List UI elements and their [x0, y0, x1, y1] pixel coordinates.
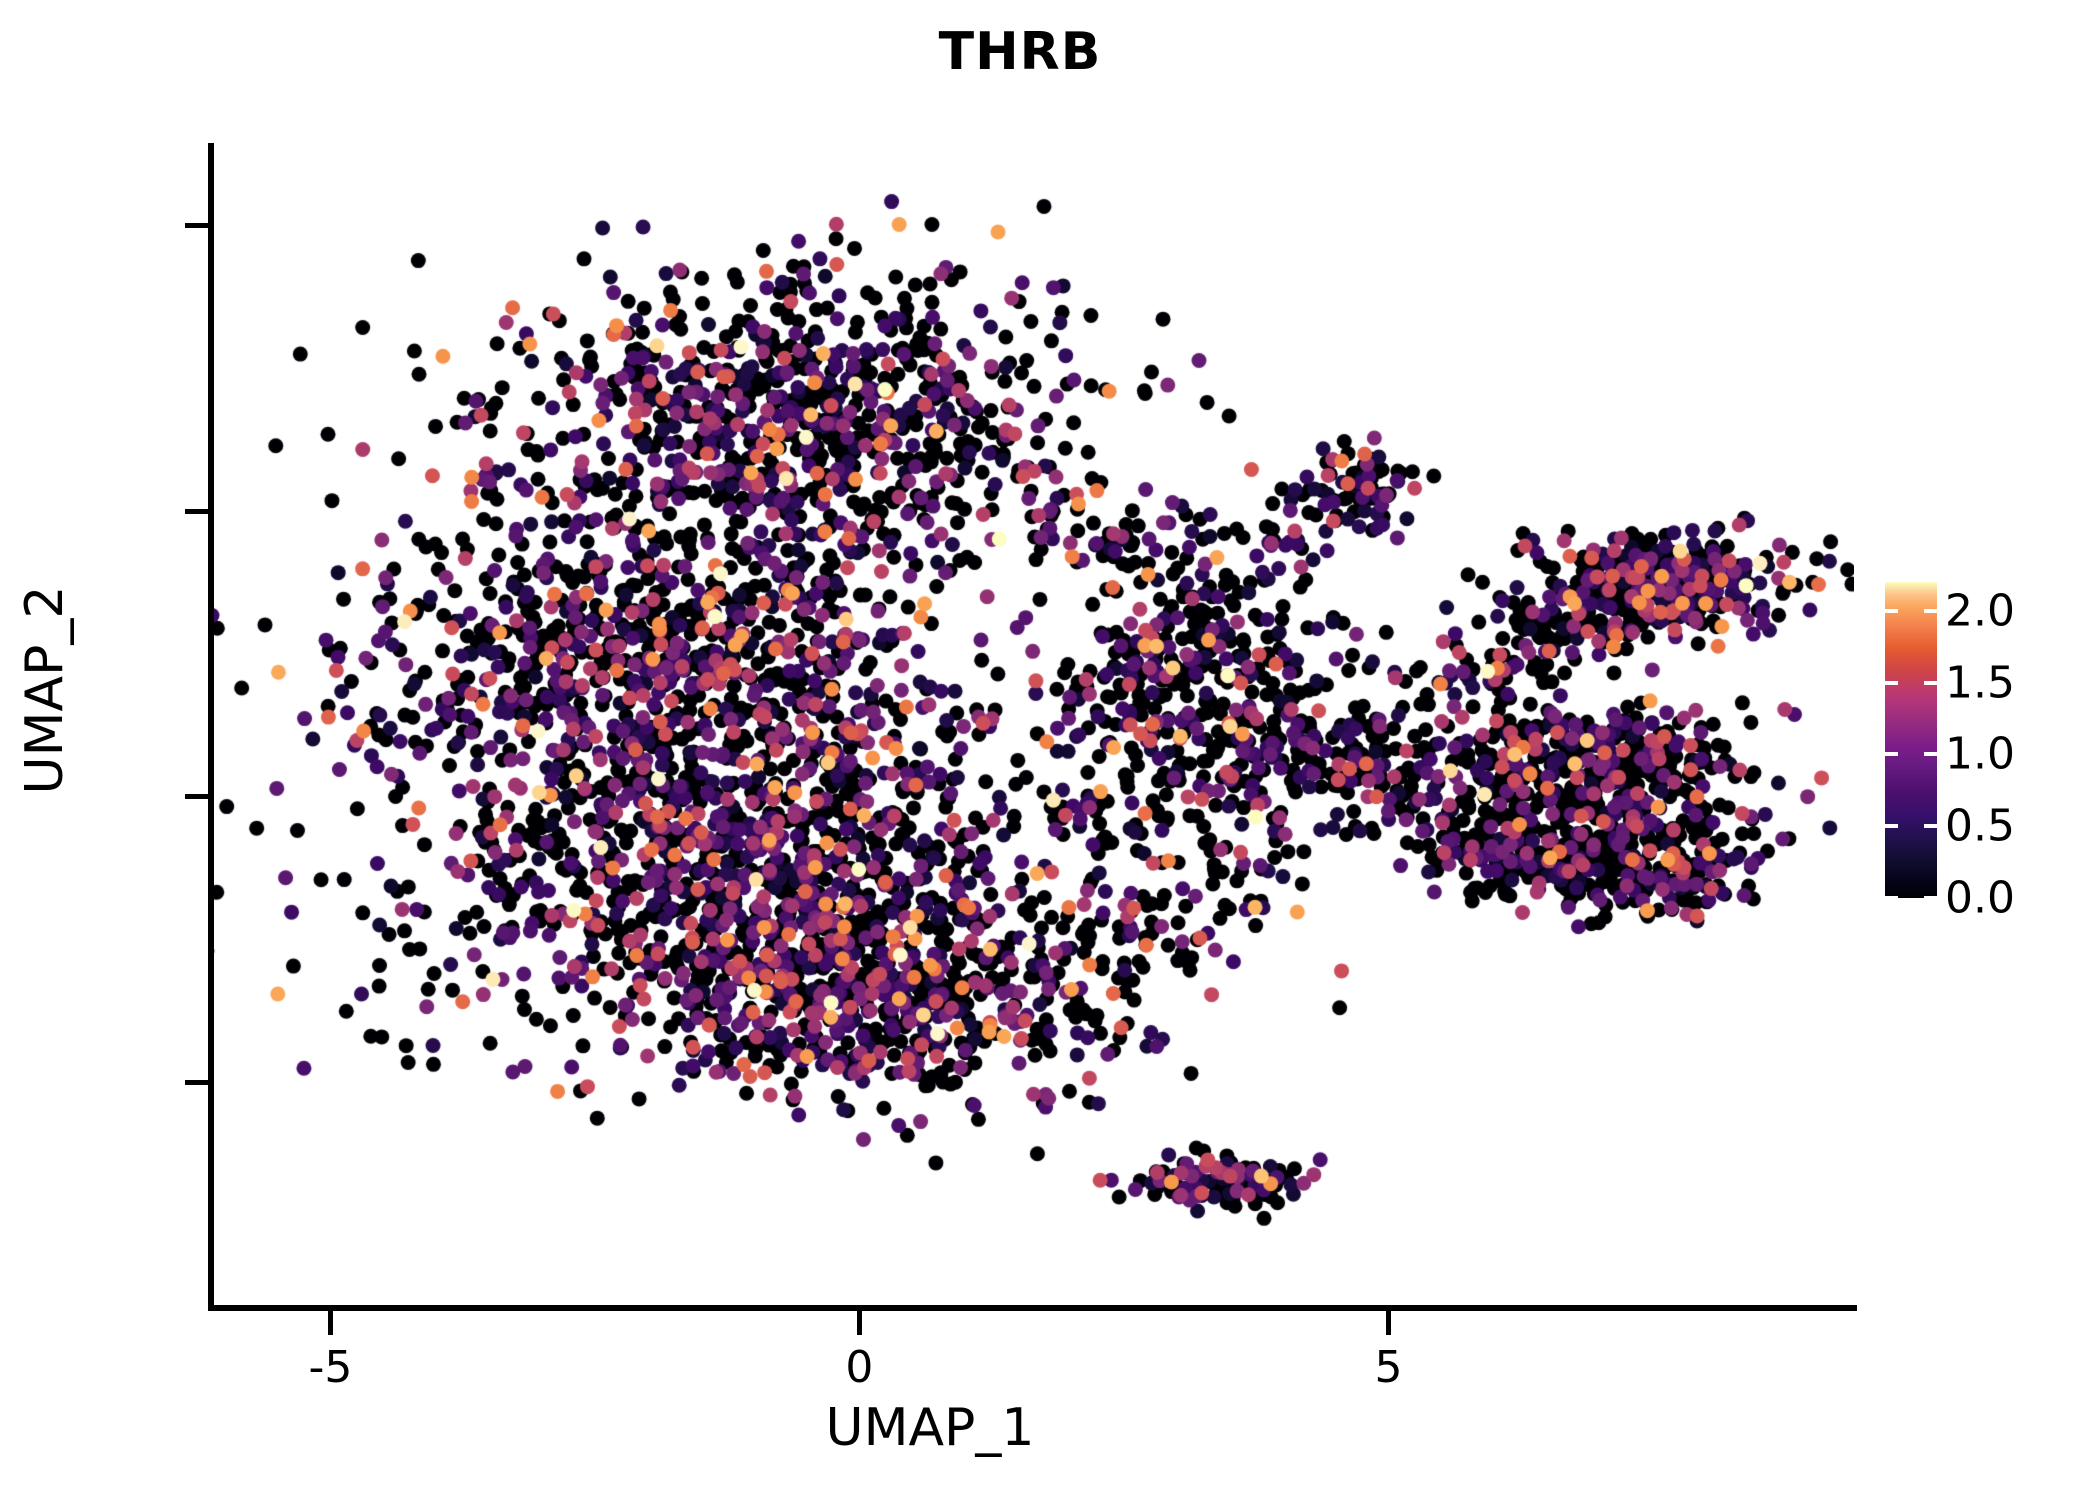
colorbar-tick-mark [1884, 896, 1898, 900]
colorbar-tick-label: 1.5 [1945, 657, 2015, 709]
chart-title: THRB [938, 22, 1102, 82]
colorbar-gradient [1885, 582, 1937, 898]
scatter-canvas [214, 146, 1854, 1304]
x-tick-label: 0 [845, 1342, 874, 1393]
colorbar-tick-label: 1.0 [1945, 728, 2015, 780]
colorbar-tick-mark [1884, 752, 1898, 757]
colorbar-tick-mark [1924, 608, 1938, 613]
x-axis-title: UMAP_1 [825, 1398, 1035, 1458]
x-tick-mark [328, 1311, 334, 1335]
scatter-plot-area [214, 146, 1854, 1304]
x-tick-label: 5 [1374, 1342, 1403, 1393]
x-tick-mark [857, 1311, 863, 1335]
colorbar-tick-mark [1924, 752, 1938, 757]
y-tick-mark [185, 508, 209, 514]
x-tick-label: -5 [308, 1342, 353, 1393]
y-tick-mark [185, 222, 209, 228]
colorbar-tick-mark [1884, 680, 1898, 685]
y-axis-title: UMAP_2 [15, 585, 75, 795]
x-tick-mark [1386, 1311, 1392, 1335]
y-axis-spine [208, 143, 214, 1311]
y-tick-mark [185, 1080, 209, 1086]
colorbar-tick-mark [1924, 824, 1938, 829]
y-tick-mark [185, 794, 209, 800]
colorbar-tick-label: 2.0 [1945, 585, 2015, 637]
colorbar-tick-mark [1924, 680, 1938, 685]
colorbar: 0.0 0.5 1.0 1.5 2.0 [1884, 582, 2015, 924]
colorbar-tick-label: 0.5 [1945, 800, 2015, 852]
colorbar-tick-mark [1924, 896, 1938, 900]
x-axis-spine [208, 1305, 1857, 1311]
colorbar-tick-mark [1884, 824, 1898, 829]
colorbar-tick-label: 0.0 [1945, 872, 2015, 924]
colorbar-tick-mark [1884, 608, 1898, 613]
